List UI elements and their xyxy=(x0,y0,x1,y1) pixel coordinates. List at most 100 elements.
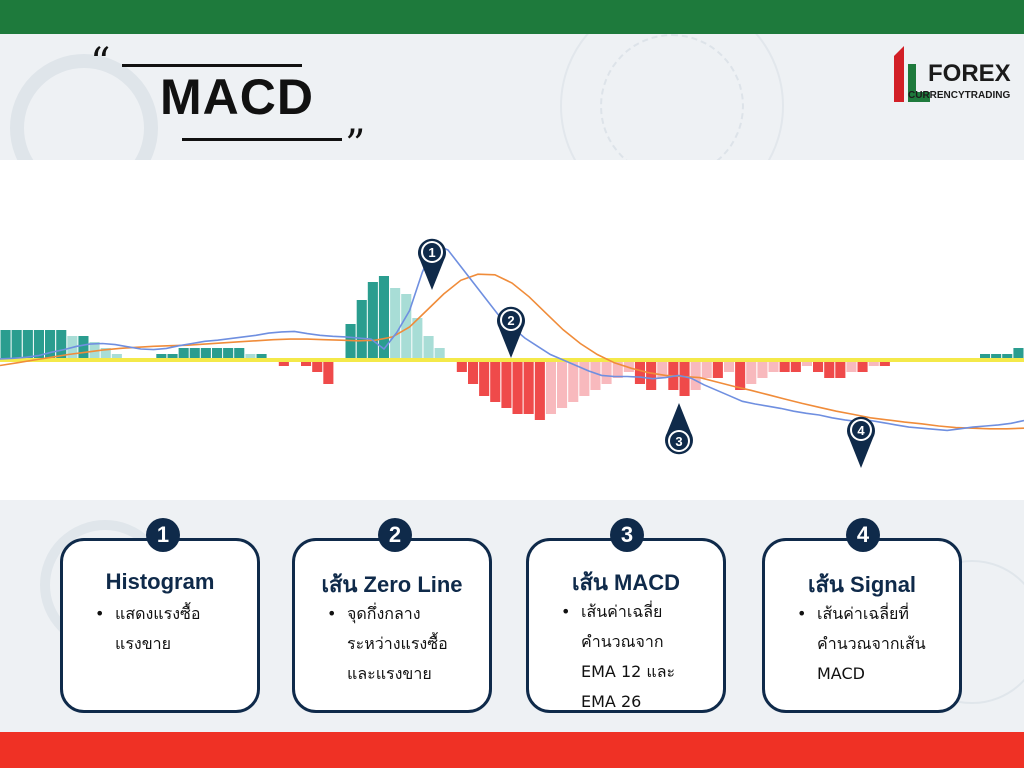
histogram-bar xyxy=(701,360,712,378)
histogram-bar xyxy=(301,360,312,366)
histogram-bar xyxy=(779,360,790,372)
histogram-bar xyxy=(390,288,401,360)
histogram-bar xyxy=(712,360,723,378)
histogram-bar xyxy=(278,360,289,366)
marker-number: 4 xyxy=(857,423,865,438)
histogram-bar xyxy=(846,360,857,372)
marker-inner-circle xyxy=(502,311,520,329)
histogram-bar xyxy=(156,354,167,360)
histogram-bar xyxy=(490,360,501,402)
card-line: MACD xyxy=(817,664,865,683)
histogram-bar xyxy=(11,330,22,360)
histogram-bar xyxy=(412,318,423,360)
histogram-bar xyxy=(868,360,879,366)
card-line: และแรงขาย xyxy=(347,664,432,683)
histogram-bar xyxy=(568,360,579,402)
histogram-bar xyxy=(634,360,645,384)
title-underline-bottom xyxy=(182,138,342,141)
marker-inner-circle xyxy=(852,421,870,439)
histogram-bar xyxy=(579,360,590,396)
histogram-bar xyxy=(167,354,178,360)
logo-mark-icon xyxy=(894,46,930,102)
card-line: จุดกึ่งกลาง xyxy=(347,604,421,623)
histogram-bar xyxy=(601,360,612,384)
histogram-bar xyxy=(790,360,801,372)
histogram-bar xyxy=(980,354,991,360)
forex-logo: FOREX CURRENCYTRADING xyxy=(890,46,1020,106)
card-line: แรงขาย xyxy=(115,634,172,653)
histogram-bar xyxy=(423,336,434,360)
histogram-bar xyxy=(245,354,256,360)
title-block: “ MACD ” xyxy=(90,40,390,168)
histogram-bar xyxy=(590,360,601,390)
histogram-bar xyxy=(212,348,223,360)
histogram-bar xyxy=(434,348,445,360)
card-histogram: Histogram • แสดงแรงซื้อ แรงขาย xyxy=(60,538,260,713)
card-body: • จุดกึ่งกลาง ระหว่างแรงซื้อ และแรงขาย xyxy=(327,599,481,689)
histogram-bar xyxy=(768,360,779,372)
histogram-bar xyxy=(991,354,1002,360)
marker-number: 2 xyxy=(507,313,514,328)
histogram-bar xyxy=(824,360,835,378)
histogram-bar xyxy=(835,360,846,378)
histogram-bar xyxy=(323,360,334,384)
histogram-bar xyxy=(646,360,657,390)
open-quote: “ xyxy=(90,40,111,86)
card-line: EMA 12 และ xyxy=(581,662,676,681)
histogram-bar xyxy=(100,348,111,360)
histogram-bar xyxy=(735,360,746,390)
card-line: ระหว่างแรงซื้อ xyxy=(347,634,448,653)
logo-subtitle: CURRENCYTRADING xyxy=(908,90,1011,101)
histogram-bar xyxy=(545,360,556,414)
card-line: เส้นค่าเฉลี่ย xyxy=(581,602,663,621)
card-line: คำนวณจากเส้น xyxy=(817,634,926,653)
histogram-bar xyxy=(1002,354,1013,360)
card-body: • เส้นค่าเฉลี่ยที่ คำนวณจากเส้น MACD xyxy=(797,599,951,689)
histogram-bar xyxy=(356,300,367,360)
card-title: เส้น Zero Line xyxy=(321,572,463,597)
card-line: เส้นค่าเฉลี่ยที่ xyxy=(817,604,909,623)
badge-3: 3 xyxy=(610,518,644,552)
histogram-bar xyxy=(679,360,690,396)
histogram-bar xyxy=(189,348,200,360)
badge-2: 2 xyxy=(378,518,412,552)
histogram-bar xyxy=(813,360,824,372)
histogram-bar xyxy=(223,348,234,360)
histogram-bar xyxy=(501,360,512,408)
bullet-icon: • xyxy=(327,604,337,623)
signal-line xyxy=(0,273,1024,430)
card-body: • แสดงแรงซื้อ แรงขาย xyxy=(95,599,249,659)
card-signal-line: เส้น Signal • เส้นค่าเฉลี่ยที่ คำนวณจากเ… xyxy=(762,538,962,713)
card-line: คำนวณจาก xyxy=(581,632,664,651)
histogram-bar xyxy=(111,354,122,360)
top-color-bar xyxy=(0,0,1024,34)
histogram-bar xyxy=(468,360,479,384)
close-quote: ” xyxy=(345,122,366,168)
histogram-bar xyxy=(256,354,267,360)
card-body: • เส้นค่าเฉลี่ย คำนวณจาก EMA 12 และ EMA … xyxy=(561,597,715,717)
histogram-bar xyxy=(56,330,67,360)
header-background xyxy=(0,34,1024,160)
badge-4: 4 xyxy=(846,518,880,552)
histogram-bar xyxy=(557,360,568,408)
histogram-bar xyxy=(801,360,812,366)
histogram-bar xyxy=(0,330,11,360)
histogram-bar xyxy=(200,348,211,360)
page-title: MACD xyxy=(160,69,314,125)
histogram-bar xyxy=(623,360,634,372)
card-line: แสดงแรงซื้อ xyxy=(115,604,201,623)
histogram-bar xyxy=(78,336,89,360)
histogram-bar xyxy=(857,360,868,372)
logo-text: FOREX xyxy=(928,60,1011,87)
bullet-icon: • xyxy=(797,604,807,623)
decorative-dial-icon xyxy=(600,34,744,160)
histogram-bar xyxy=(234,348,245,360)
histogram-bar xyxy=(312,360,323,372)
histogram-bar xyxy=(657,360,668,378)
histogram-bar xyxy=(22,330,33,360)
histogram-bar xyxy=(534,360,545,420)
marker-inner-circle xyxy=(670,432,688,450)
card-title: Histogram xyxy=(105,569,215,594)
histogram-bar xyxy=(523,360,534,414)
macd-chart: 1 2 3 4 xyxy=(0,160,1024,500)
